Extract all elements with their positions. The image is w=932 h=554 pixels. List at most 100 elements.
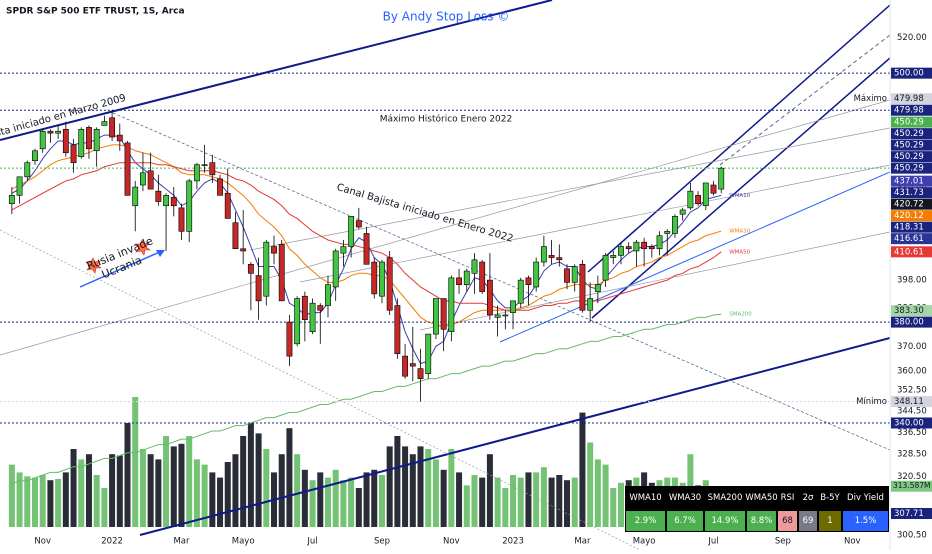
candle-body (8, 195, 15, 204)
price-tag-label: 479.98 (894, 106, 924, 116)
candle-body (217, 178, 223, 196)
candle-body (355, 220, 362, 228)
candle-body (648, 246, 655, 250)
price-tag-label: 450.29 (894, 118, 924, 128)
candle-body (263, 241, 270, 297)
volume-bar (217, 477, 224, 527)
volume-bar (494, 477, 501, 527)
candle-body (456, 277, 462, 285)
candle-body (510, 300, 516, 313)
volume-bar (155, 459, 162, 527)
table-cell: 1.5% (843, 511, 888, 531)
volume-bar (163, 436, 170, 527)
candle-body (564, 268, 570, 283)
channel-line (587, 4, 891, 273)
price-tag (891, 104, 932, 116)
volume-bar (55, 478, 62, 527)
trendline (499, 171, 891, 343)
volume-tag-label: 313.587M (893, 481, 931, 490)
fan-line (249, 127, 891, 251)
table-cell: 2.9% (626, 511, 665, 531)
volume-bar (402, 446, 409, 527)
price-tag-label: 307.71 (894, 509, 924, 519)
candle-body (155, 190, 162, 202)
price-tag-label: 420.12 (894, 211, 924, 221)
price-tag (891, 507, 932, 519)
volume-bar (571, 477, 578, 527)
candle-body (255, 275, 262, 302)
candle-body (679, 209, 686, 215)
price-tag (891, 93, 932, 105)
candle-body (93, 128, 100, 152)
price-tag (891, 233, 932, 245)
candle-body (433, 298, 439, 335)
candle-body (163, 195, 169, 207)
trendline (0, 0, 553, 141)
table-header: WMA10 (629, 493, 662, 503)
volume-bar (332, 469, 339, 527)
candle-body (440, 298, 447, 330)
volume-bar (309, 480, 316, 527)
candle-body (16, 176, 23, 196)
channel-mid (719, 34, 891, 166)
candle-body (533, 261, 540, 288)
table-header: Div Yield (847, 493, 884, 503)
volume-bar (294, 454, 301, 527)
candle-body (32, 150, 38, 162)
candle-body (317, 305, 324, 311)
y-tick-label: 398.00 (897, 276, 927, 286)
candle-body (371, 261, 378, 295)
candle-body (101, 121, 108, 126)
volume-bar (109, 454, 116, 527)
candle-body (641, 241, 648, 250)
axis-layer: 520.00440.00398.00386.00370.00360.00352.… (34, 33, 926, 546)
price-tag (891, 246, 932, 258)
table-cell: 1 (819, 511, 841, 531)
y-tick-label: 360.00 (897, 367, 927, 377)
candle-body (625, 246, 632, 250)
volume-bar (147, 454, 154, 527)
candle-body (409, 363, 416, 367)
price-tag (891, 151, 932, 163)
volume-bar (16, 472, 23, 527)
x-tick-label: Sep (775, 537, 791, 547)
volume-bar (363, 472, 370, 527)
fan-line (299, 164, 891, 283)
volume-tag (891, 480, 932, 492)
table-header: B-5Y (820, 493, 840, 503)
candle-body (594, 284, 601, 292)
candle-body (78, 128, 85, 158)
volume-bar (340, 480, 347, 527)
candle-body (39, 130, 46, 150)
volume-bar (124, 423, 131, 527)
candle-body (486, 279, 493, 316)
table-cell: 14.9% (705, 511, 745, 531)
volume-bar (170, 446, 177, 527)
candle-body (672, 216, 678, 234)
fan-line (419, 231, 891, 331)
volume-bar (510, 475, 517, 527)
volume-bar (564, 480, 571, 527)
volume-bar (517, 477, 524, 527)
volume-bar (132, 397, 139, 527)
price-tag-label: 416.61 (894, 234, 924, 244)
price-tag-label: 450.29 (894, 129, 924, 139)
volume-bar (39, 475, 46, 527)
price-tag-label: 340.00 (894, 418, 924, 428)
price-tag-label: 418.31 (894, 223, 924, 233)
price-tag-label: 410.61 (894, 247, 924, 257)
volume-bar (201, 464, 208, 527)
candle-body (502, 314, 509, 317)
volume-bar (247, 423, 254, 527)
volume-bar (286, 428, 293, 527)
price-tag-label: 500.00 (894, 69, 924, 79)
table-header: RSI (780, 493, 795, 503)
price-tag (891, 221, 932, 233)
price-tag-label: 450.29 (894, 152, 924, 162)
volume-bar (186, 436, 193, 527)
price-tag-label: 420.72 (894, 200, 924, 210)
candle-body (379, 261, 385, 297)
candle-body (587, 298, 594, 311)
volume-bar (24, 476, 31, 527)
